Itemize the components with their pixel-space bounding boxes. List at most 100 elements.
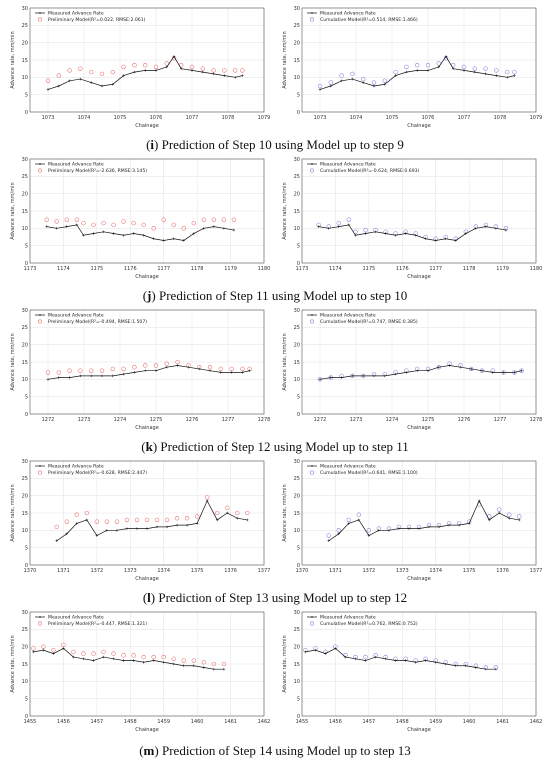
y-tick-label: 20 (22, 644, 28, 650)
caption-paren-open: ( (142, 590, 148, 605)
x-tick-label: 1377 (258, 568, 270, 574)
measured-point (115, 529, 119, 532)
model-point (229, 366, 234, 372)
y-tick-label: 15 (294, 511, 300, 517)
x-tick-label: 1455 (296, 719, 309, 725)
plot-frame (29, 460, 265, 566)
y-tick-label: 15 (22, 662, 28, 668)
x-tick-label: 1459 (429, 719, 442, 725)
model-point (174, 516, 180, 521)
x-tick-label: 1173 (24, 266, 37, 272)
measured-point (404, 659, 407, 662)
model-point (164, 361, 169, 366)
caption-paren-close: ) (152, 439, 158, 454)
model-point (45, 370, 51, 375)
x-tick-label: 1376 (496, 568, 509, 574)
measured-point (304, 650, 307, 654)
measured-point (82, 233, 85, 237)
y-axis-label: Advance rate, mm/min (10, 31, 16, 88)
measured-point (55, 227, 59, 230)
model-point (110, 366, 115, 372)
model-point (211, 68, 216, 73)
measured-point (367, 534, 371, 537)
measured-point (202, 227, 206, 230)
y-tick-label: 25 (294, 325, 300, 331)
y-axis-label: Advance rate, mm/min (282, 484, 288, 541)
caption-paren-close: ) (150, 590, 156, 605)
model-point (204, 495, 210, 500)
figure-caption: (l) Prediction of Step 13 using Model up… (0, 590, 550, 606)
measured-point (172, 55, 176, 58)
chart-svg: 0 5 10 15 20 25 30 1455 1456 1457 1458 1459 1460 1461… (282, 610, 542, 733)
y-tick-label: 10 (294, 226, 300, 232)
model-point (89, 368, 94, 373)
model-point (346, 517, 351, 523)
model-point (225, 505, 230, 510)
measured-point (434, 660, 438, 664)
model-point (151, 654, 156, 660)
figure-caption: (i) Prediction of Step 10 using Model up… (0, 137, 550, 153)
measured-point (372, 84, 376, 88)
x-tick-label: 1462 (258, 719, 270, 725)
legend-label-model: Preliminary Model(R²=-0.628, RMSE:2.447) (48, 470, 147, 476)
measured-point (182, 239, 186, 242)
model-point (181, 226, 186, 231)
measured-point (225, 511, 229, 515)
model-point (104, 519, 110, 524)
measured-point (190, 69, 194, 72)
model-point (497, 507, 502, 512)
model-point (74, 217, 79, 222)
y-tick-label: 10 (22, 528, 28, 534)
plot-frame (301, 611, 537, 717)
measured-point (364, 232, 367, 235)
model-point (141, 222, 146, 228)
model-point (404, 64, 409, 70)
measured-point (212, 225, 216, 228)
measured-point (459, 365, 462, 369)
measured-point (437, 525, 441, 529)
y-tick-label: 20 (294, 40, 300, 46)
measured-point (354, 233, 357, 237)
measured-point (75, 223, 79, 227)
x-tick-label: 1458 (124, 719, 137, 725)
measured-point (394, 233, 397, 237)
x-tick-label: 1462 (530, 719, 542, 725)
legend-swatch-model (38, 470, 42, 475)
model-point (194, 514, 200, 519)
model-point (461, 64, 467, 70)
y-tick-label: 30 (294, 610, 300, 616)
model-point (99, 368, 105, 373)
measured-point (513, 371, 516, 374)
measured-point (374, 230, 377, 234)
caption-paren-close: ) (154, 743, 159, 758)
model-point (131, 653, 136, 658)
legend-marker-measured (311, 314, 313, 316)
model-point (350, 71, 355, 77)
measured-point (377, 529, 381, 532)
model-point (191, 220, 196, 226)
model-point (121, 64, 126, 70)
caption-text: Prediction of Step 14 using Model up to … (158, 743, 411, 758)
model-point (124, 517, 130, 523)
caption-letter: m (143, 743, 155, 758)
measured-point (354, 657, 357, 661)
measured-point (491, 371, 495, 374)
model-point (161, 217, 166, 222)
y-axis-label: Advance rate, mm/min (10, 484, 16, 541)
plot-frame (29, 7, 265, 113)
measured-point (407, 527, 411, 530)
legend-label-model: Preliminary Model(R²=-0.447, RMSE:1.321) (48, 621, 147, 627)
legend-label-measured: Measured Advance Rate (320, 464, 376, 470)
plot-frame (301, 158, 537, 264)
model-point (415, 63, 420, 68)
measured-point (55, 539, 59, 543)
model-point (54, 524, 59, 530)
model-point (339, 73, 344, 78)
y-tick-label: 15 (22, 209, 28, 215)
x-tick-label: 1278 (530, 417, 542, 423)
measured-point (337, 532, 341, 536)
plot-frame (29, 158, 265, 264)
x-tick-label: 1371 (57, 568, 70, 574)
x-tick-label: 1459 (157, 719, 170, 725)
measured-point (467, 522, 471, 525)
